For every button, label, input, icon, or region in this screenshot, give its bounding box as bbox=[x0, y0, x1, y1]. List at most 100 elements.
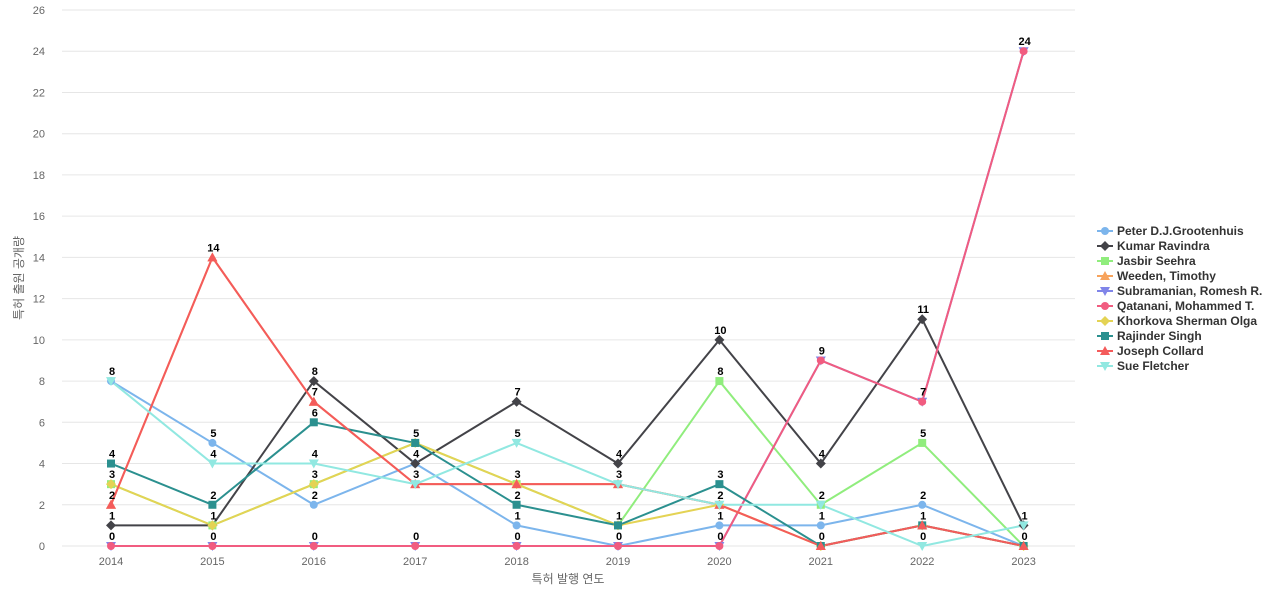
data-label: 8 bbox=[717, 366, 723, 378]
data-label: 2 bbox=[210, 490, 216, 502]
legend-item[interactable]: Weeden, Timothy bbox=[1097, 269, 1216, 283]
data-point-sue-fletcher bbox=[207, 459, 218, 469]
legend-label: Peter D.J.Grootenhuis bbox=[1117, 224, 1244, 238]
y-tick-label: 6 bbox=[39, 417, 45, 429]
legend-label: Joseph Collard bbox=[1117, 344, 1204, 358]
data-label: 8 bbox=[312, 366, 318, 378]
legend-item[interactable]: Kumar Ravindra bbox=[1097, 239, 1210, 253]
data-point-peter-d-j-grootenhuis bbox=[816, 521, 825, 530]
y-tick-label: 18 bbox=[33, 170, 45, 182]
data-label: 0 bbox=[413, 531, 419, 543]
data-point-joseph-collard bbox=[1018, 541, 1029, 550]
data-label: 0 bbox=[1022, 531, 1028, 543]
legend-item[interactable]: Joseph Collard bbox=[1097, 344, 1204, 358]
data-label: 3 bbox=[312, 469, 318, 481]
x-tick-label: 2022 bbox=[910, 556, 934, 568]
data-label: 4 bbox=[616, 449, 623, 461]
x-tick-label: 2019 bbox=[606, 556, 630, 568]
y-tick-label: 22 bbox=[33, 87, 45, 99]
legend-item[interactable]: Sue Fletcher bbox=[1097, 359, 1189, 373]
data-point-rajinder-singh bbox=[411, 438, 420, 447]
y-tick-label: 14 bbox=[33, 252, 45, 264]
legend-label: Khorkova Sherman Olga bbox=[1117, 314, 1257, 328]
data-label: 1 bbox=[920, 510, 926, 522]
data-point-qatanani-mohammed-t bbox=[715, 542, 724, 550]
legend-marker bbox=[1100, 362, 1110, 371]
data-label: 7 bbox=[920, 387, 926, 399]
series-line-peter-d-j-grootenhuis bbox=[110, 380, 1025, 547]
y-tick-label: 8 bbox=[39, 376, 45, 388]
data-point-sue-fletcher bbox=[1018, 521, 1029, 531]
data-point-peter-d-j-grootenhuis bbox=[309, 500, 318, 509]
x-axis-ticks: 2014 2015 2016 2017 2018 2019 2020 2021 2022 2023 bbox=[99, 556, 1036, 568]
legend-item[interactable]: Jasbir Seehra bbox=[1097, 254, 1196, 268]
data-label: 11 bbox=[917, 304, 929, 316]
data-label: 0 bbox=[109, 531, 115, 543]
data-point-peter-d-j-grootenhuis bbox=[918, 500, 927, 509]
legend-marker bbox=[1100, 287, 1110, 296]
data-label: 0 bbox=[920, 531, 926, 543]
data-label: 5 bbox=[515, 428, 521, 440]
y-tick-label: 2 bbox=[39, 500, 45, 512]
data-point-kumar-ravindra bbox=[714, 334, 725, 345]
y-tick-label: 26 bbox=[33, 5, 45, 17]
data-point-sue-fletcher bbox=[308, 459, 319, 469]
data-label: 2 bbox=[109, 490, 115, 502]
data-point-kumar-ravindra bbox=[815, 458, 826, 469]
y-tick-label: 10 bbox=[33, 335, 45, 347]
data-label: 0 bbox=[515, 531, 521, 543]
data-label: 3 bbox=[616, 469, 622, 481]
legend-marker bbox=[1100, 271, 1110, 280]
x-tick-label: 2016 bbox=[302, 556, 326, 568]
data-label: 9 bbox=[819, 345, 825, 357]
data-label: 0 bbox=[819, 531, 825, 543]
legend-item[interactable]: Peter D.J.Grootenhuis bbox=[1097, 224, 1244, 238]
legend-item[interactable]: Subramanian, Romesh R. bbox=[1097, 284, 1262, 298]
series-line-sue-fletcher bbox=[110, 380, 1025, 547]
data-label: 3 bbox=[109, 469, 115, 481]
data-point-rajinder-singh bbox=[309, 418, 318, 427]
legend-label: Jasbir Seehra bbox=[1117, 254, 1196, 268]
data-point-peter-d-j-grootenhuis bbox=[208, 438, 217, 447]
data-point-qatanani-mohammed-t bbox=[208, 542, 217, 550]
legend-item[interactable]: Qatanani, Mohammed T. bbox=[1097, 299, 1254, 313]
legend-marker bbox=[1101, 302, 1109, 310]
data-label: 2 bbox=[515, 490, 521, 502]
legend-item[interactable]: Khorkova Sherman Olga bbox=[1097, 314, 1257, 328]
data-label: 0 bbox=[210, 531, 216, 543]
data-point-khorkova-sherman-olga bbox=[106, 479, 116, 490]
data-point-rajinder-singh bbox=[208, 500, 217, 509]
data-label: 0 bbox=[717, 531, 723, 543]
data-label: 3 bbox=[515, 469, 521, 481]
data-point-peter-d-j-grootenhuis bbox=[715, 521, 724, 530]
legend-label: Sue Fletcher bbox=[1117, 359, 1189, 373]
data-point-sue-fletcher bbox=[714, 500, 725, 510]
x-tick-label: 2015 bbox=[200, 556, 224, 568]
data-point-qatanani-mohammed-t bbox=[614, 542, 622, 550]
series-lines bbox=[110, 50, 1025, 547]
data-point-qatanani-mohammed-t bbox=[1019, 47, 1028, 56]
data-point-kumar-ravindra bbox=[511, 396, 522, 407]
data-point-khorkova-sherman-olga bbox=[308, 479, 319, 490]
data-point-kumar-ravindra bbox=[308, 376, 319, 387]
data-point-rajinder-singh bbox=[512, 500, 521, 509]
series-line-kumar-ravindra bbox=[110, 318, 1025, 527]
x-tick-label: 2023 bbox=[1011, 556, 1035, 568]
data-point-kumar-ravindra bbox=[410, 458, 421, 469]
data-label: 1 bbox=[616, 510, 622, 522]
legend-item[interactable]: Rajinder Singh bbox=[1097, 329, 1202, 343]
data-point-sue-fletcher bbox=[613, 480, 623, 490]
data-point-sue-fletcher bbox=[815, 500, 826, 510]
data-labels: 8432101454210876432054307532104310108321… bbox=[109, 36, 1032, 543]
data-label: 3 bbox=[413, 469, 419, 481]
data-label: 5 bbox=[413, 428, 419, 440]
y-tick-label: 0 bbox=[39, 541, 45, 553]
data-label: 1 bbox=[1022, 510, 1028, 522]
legend-label: Qatanani, Mohammed T. bbox=[1117, 299, 1254, 313]
legend-marker bbox=[1100, 316, 1110, 326]
legend-marker bbox=[1101, 257, 1109, 265]
x-tick-label: 2017 bbox=[403, 556, 427, 568]
